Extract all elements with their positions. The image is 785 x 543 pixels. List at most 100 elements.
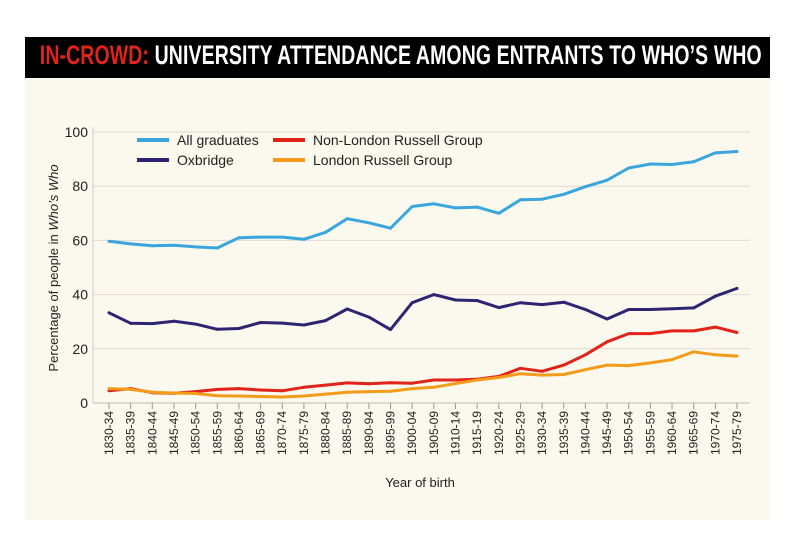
data-point [648,361,652,365]
x-tick-label: 1890-94 [362,411,376,455]
data-point [237,326,241,330]
data-point [345,217,349,221]
data-point [648,308,652,312]
data-point [453,206,457,210]
x-tick-label: 1885-89 [340,411,354,455]
data-point [150,244,154,248]
x-tick-label: 1830-34 [102,411,116,455]
x-tick-label: 1900-04 [405,411,419,455]
data-point [237,394,241,398]
data-point [540,369,544,373]
data-point [367,315,371,319]
x-tick-label: 1865-69 [254,411,268,455]
data-point [670,307,674,311]
data-point [280,389,284,393]
x-tick-label: 1845-49 [167,411,181,455]
data-point [324,319,328,323]
x-tick-label: 1860-64 [232,411,246,455]
data-point [345,307,349,311]
data-point [475,378,479,382]
series-line-0 [108,150,738,250]
data-point [713,325,717,329]
data-point [735,150,739,154]
data-point [215,394,219,398]
data-point [324,392,328,396]
x-tick-label: 1855-59 [210,411,224,455]
x-tick-label: 1970-74 [708,411,722,455]
data-point [453,298,457,302]
data-point [367,382,371,386]
data-point [237,387,241,391]
x-tick-label: 1950-54 [622,411,636,455]
x-tick-label: 1850-54 [189,411,203,455]
data-point [692,306,696,310]
data-point [389,381,393,385]
data-point [389,389,393,393]
title-bar: IN-CROWD: UNIVERSITY ATTENDANCE AMONG EN… [25,37,770,78]
legend-label: Oxbridge [177,152,234,168]
data-point [518,301,522,305]
data-point [324,230,328,234]
legend-label: Non-London Russell Group [313,132,483,148]
data-point [259,394,263,398]
data-point [194,392,198,396]
data-point [583,185,587,189]
data-point [215,327,219,331]
data-point [302,394,306,398]
x-tick-label: 1965-69 [687,411,701,455]
chart-title: IN-CROWD: UNIVERSITY ATTENDANCE AMONG EN… [40,40,762,71]
data-point [627,166,631,170]
data-point [129,242,133,246]
data-point [692,350,696,354]
x-tick-label: 1960-64 [665,411,679,455]
data-point [627,332,631,336]
data-point [735,354,739,358]
data-point [583,353,587,357]
data-point [367,390,371,394]
data-point [518,366,522,370]
y-tick-label: 80 [72,178,88,194]
data-point [432,385,436,389]
x-tick-label: 1975-79 [730,411,744,455]
x-tick-label: 1840-44 [145,411,159,455]
data-point [648,332,652,336]
x-tick-label: 1870-74 [275,411,289,455]
data-point [324,383,328,387]
x-tick-label: 1835-39 [124,411,138,455]
data-point [302,385,306,389]
data-point [562,300,566,304]
data-point [172,391,176,395]
x-tick-label: 1930-34 [535,411,549,455]
data-point [540,303,544,307]
series-line-2 [108,325,738,395]
data-point [475,205,479,209]
data-point [735,286,739,290]
data-point [259,235,263,239]
data-point [259,388,263,392]
y-axis-title-main: Percentage of people in [46,231,61,372]
data-point [475,299,479,303]
data-point [389,226,393,230]
y-tick-label: 0 [80,395,88,411]
y-axis-title: Percentage of people in Who’s Who [46,164,61,371]
x-tick-label: 1915-19 [470,411,484,455]
data-point [627,364,631,368]
data-point [432,202,436,206]
data-point [150,322,154,326]
x-axis-title: Year of birth [385,475,455,490]
data-point [302,323,306,327]
x-tick-label: 1875-79 [297,411,311,455]
data-point [583,368,587,372]
data-point [345,390,349,394]
data-point [129,387,133,391]
data-point [107,387,111,391]
data-point [540,373,544,377]
data-point [432,378,436,382]
data-point [259,321,263,325]
data-point [518,372,522,376]
data-point [194,322,198,326]
data-point [605,317,609,321]
legend-label: All graduates [177,132,259,148]
series-line-3 [108,350,738,399]
data-point [280,395,284,399]
